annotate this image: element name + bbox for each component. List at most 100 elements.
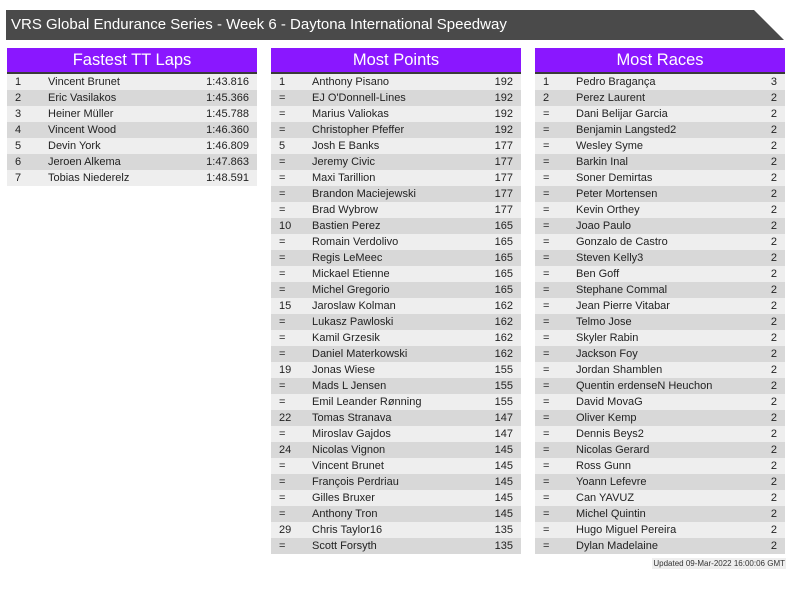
position-cell: = <box>543 348 550 360</box>
table-row: = Dani Belijar Garcia 2 <box>535 106 785 122</box>
value-cell: 165 <box>494 236 513 248</box>
position-cell: = <box>279 428 286 440</box>
value-cell: 2 <box>770 364 777 376</box>
position-cell: = <box>543 156 550 168</box>
driver-name-cell: Bastien Perez <box>312 220 381 232</box>
value-cell: 2 <box>770 156 777 168</box>
table-row: = Miroslav Gajdos 147 <box>271 426 521 442</box>
position-cell: 24 <box>279 444 292 456</box>
table-row: = Maxi Tarillion 177 <box>271 170 521 186</box>
value-cell: 177 <box>494 140 513 152</box>
driver-name-cell: Dani Belijar Garcia <box>576 108 668 120</box>
value-cell: 162 <box>494 316 513 328</box>
position-cell: 1 <box>15 76 22 88</box>
position-cell: = <box>543 396 550 408</box>
table-row: 19 Jonas Wiese 155 <box>271 362 521 378</box>
table-row: 10 Bastien Perez 165 <box>271 218 521 234</box>
table-row: = Stephane Commal 2 <box>535 282 785 298</box>
value-cell: 135 <box>494 540 513 552</box>
driver-name-cell: Nicolas Gerard <box>576 444 650 456</box>
driver-name-cell: Eric Vasilakos <box>48 92 117 104</box>
value-cell: 1:43.816 <box>206 76 249 88</box>
driver-name-cell: Marius Valiokas <box>312 108 389 120</box>
driver-name-cell: Scott Forsyth <box>312 540 377 552</box>
table-row: 1 Pedro Bragança 3 <box>535 74 785 90</box>
table-row: 1 Anthony Pisano 192 <box>271 74 521 90</box>
driver-name-cell: Kamil Grzesik <box>312 332 380 344</box>
driver-name-cell: Michel Quintin <box>576 508 646 520</box>
position-cell: = <box>279 268 286 280</box>
table-row: = EJ O'Donnell-Lines 192 <box>271 90 521 106</box>
position-cell: = <box>543 460 550 472</box>
value-cell: 1:46.360 <box>206 124 249 136</box>
driver-name-cell: Jeremy Civic <box>312 156 375 168</box>
value-cell: 2 <box>770 428 777 440</box>
driver-name-cell: Chris Taylor16 <box>312 524 383 536</box>
value-cell: 155 <box>494 380 513 392</box>
table-row: = Scott Forsyth 135 <box>271 538 521 554</box>
position-cell: = <box>279 348 286 360</box>
value-cell: 2 <box>770 348 777 360</box>
value-cell: 2 <box>770 124 777 136</box>
table-row: = Christopher Pfeffer 192 <box>271 122 521 138</box>
driver-name-cell: Quentin erdenseN Heuchon <box>576 380 713 392</box>
value-cell: 1:46.809 <box>206 140 249 152</box>
driver-name-cell: Jordan Shamblen <box>576 364 663 376</box>
position-cell: = <box>543 524 550 536</box>
position-cell: = <box>543 188 550 200</box>
driver-name-cell: Skyler Rabin <box>576 332 639 344</box>
table-row: 6 Jeroen Alkema 1:47.863 <box>7 154 257 170</box>
table-row: = Mads L Jensen 155 <box>271 378 521 394</box>
table-row: = Romain Verdolivo 165 <box>271 234 521 250</box>
position-cell: 1 <box>543 76 550 88</box>
position-cell: 3 <box>15 108 22 120</box>
position-cell: = <box>543 140 550 152</box>
rows-list: 1 Pedro Bragança 3 2 Perez Laurent 2 = Dani Bel… <box>535 74 785 554</box>
position-cell: = <box>279 284 286 296</box>
driver-name-cell: Hugo Miguel Pereira <box>576 524 677 536</box>
value-cell: 2 <box>770 268 777 280</box>
position-cell: = <box>543 444 550 456</box>
position-cell: = <box>543 284 550 296</box>
value-cell: 2 <box>770 492 777 504</box>
position-cell: = <box>279 172 286 184</box>
table-row: = Anthony Tron 145 <box>271 506 521 522</box>
value-cell: 2 <box>770 108 777 120</box>
position-cell: = <box>279 236 286 248</box>
value-cell: 145 <box>494 508 513 520</box>
table-row: 5 Devin York 1:46.809 <box>7 138 257 154</box>
position-cell: = <box>543 428 550 440</box>
table-row: = Jeremy Civic 177 <box>271 154 521 170</box>
driver-name-cell: Jonas Wiese <box>312 364 375 376</box>
value-cell: 192 <box>494 76 513 88</box>
position-cell: 15 <box>279 300 292 312</box>
table-row: = Ross Gunn 2 <box>535 458 785 474</box>
rows-list: 1 Anthony Pisano 192 = EJ O'Donnell-Lines 192… <box>271 74 521 554</box>
driver-name-cell: Jackson Foy <box>576 348 638 360</box>
value-cell: 2 <box>770 476 777 488</box>
position-cell: = <box>279 108 286 120</box>
driver-name-cell: Miroslav Gajdos <box>312 428 391 440</box>
value-cell: 1:45.788 <box>206 108 249 120</box>
table-row: = Telmo Jose 2 <box>535 314 785 330</box>
value-cell: 1:45.366 <box>206 92 249 104</box>
driver-name-cell: Dylan Madelaine <box>576 540 658 552</box>
position-cell: = <box>279 188 286 200</box>
position-cell: = <box>543 492 550 504</box>
value-cell: 3 <box>770 76 777 88</box>
value-cell: 165 <box>494 220 513 232</box>
table-row: = Emil Leander Rønning 155 <box>271 394 521 410</box>
driver-name-cell: Telmo Jose <box>576 316 632 328</box>
driver-name-cell: Christopher Pfeffer <box>312 124 405 136</box>
driver-name-cell: Oliver Kemp <box>576 412 637 424</box>
driver-name-cell: Lukasz Pawloski <box>312 316 394 328</box>
position-cell: = <box>279 460 286 472</box>
table-row: = Brandon Maciejewski 177 <box>271 186 521 202</box>
driver-name-cell: Josh E Banks <box>312 140 380 152</box>
most-races-panel: Most Races 1 Pedro Bragança 3 2 Perez Lauren… <box>535 48 785 554</box>
most-points-panel: Most Points 1 Anthony Pisano 192 = EJ O'Donn… <box>271 48 521 554</box>
value-cell: 162 <box>494 300 513 312</box>
driver-name-cell: Ben Goff <box>576 268 620 280</box>
position-cell: = <box>543 204 550 216</box>
driver-name-cell: Devin York <box>48 140 101 152</box>
